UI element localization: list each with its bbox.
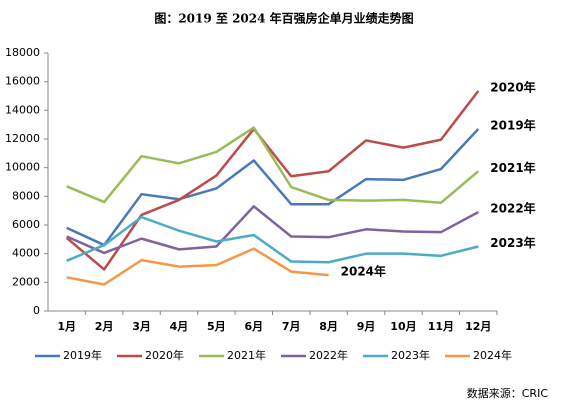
x-tick-label: 6月 [244,320,263,333]
series-end-label: 2024年 [341,264,386,279]
y-tick-label: 14000 [5,103,40,116]
series-end-label: 2019年 [490,117,535,132]
x-tick-label: 4月 [170,320,189,333]
series-line [66,215,479,264]
y-tick-label: 12000 [5,132,40,145]
y-tick-label: 6000 [12,218,40,231]
x-tick-label: 2月 [95,320,114,333]
series-end-label: 2022年 [490,201,535,216]
legend-label: 2020年 [145,348,184,362]
y-tick-label: 0 [33,304,40,317]
x-tick-label: 12月 [465,320,491,333]
x-tick-label: 7月 [282,320,301,333]
series-end-label: 2023年 [490,235,535,250]
legend-label: 2024年 [473,348,512,362]
series-end-label: 2021年 [490,160,535,175]
y-tick-label: 16000 [5,75,40,88]
series-line [65,90,480,271]
legend-label: 2019年 [63,348,102,362]
y-tick-label: 4000 [12,247,40,260]
x-tick-label: 3月 [132,320,151,333]
legend-label: 2022年 [309,348,348,362]
series-end-label: 2020年 [490,79,535,94]
series-line [66,205,479,255]
x-tick-label: 5月 [207,320,226,333]
series-line [66,247,329,286]
x-tick-label: 8月 [319,320,338,333]
y-tick-label: 10000 [5,161,40,174]
series-line [66,128,480,247]
source: 数据来源：CRIC [467,386,549,400]
series-line [66,126,480,205]
legend-label: 2023年 [391,348,430,362]
chart-title: 图：2019 至 2024 年百强房企单月业绩走势图 [154,11,413,26]
y-tick-label: 8000 [12,189,40,202]
legend-label: 2021年 [227,348,266,362]
x-tick-label: 11月 [428,320,454,333]
x-tick-label: 1月 [57,320,76,333]
y-tick-label: 18000 [5,46,40,59]
x-tick-label: 10月 [390,320,416,333]
y-tick-label: 2000 [12,275,40,288]
x-tick-label: 9月 [357,320,376,333]
